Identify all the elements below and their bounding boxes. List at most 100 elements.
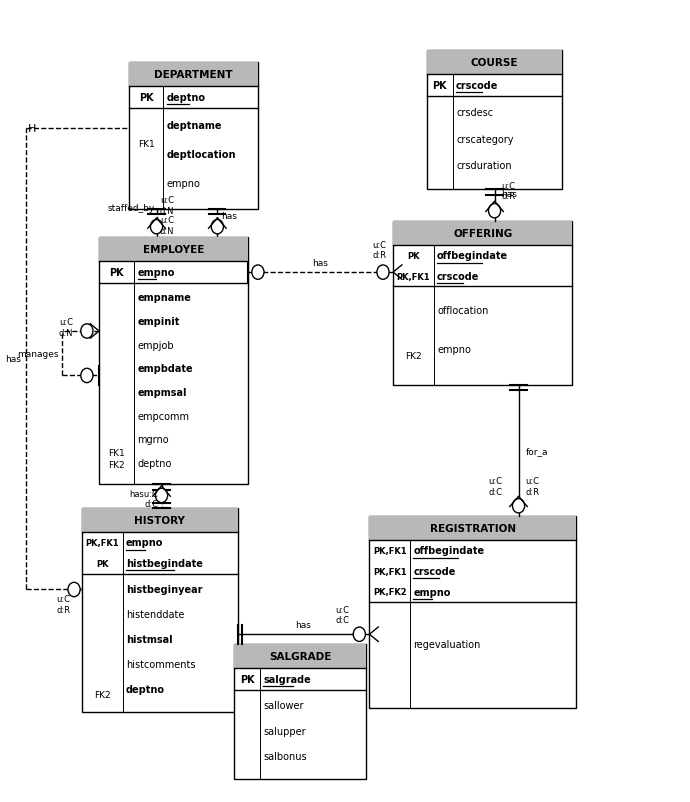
Text: u:C
d:N: u:C d:N (59, 318, 73, 338)
Text: sallower: sallower (264, 700, 304, 711)
Text: deptno: deptno (167, 92, 206, 103)
Text: PK: PK (109, 268, 124, 277)
Text: empbdate: empbdate (137, 364, 193, 374)
Text: empno: empno (137, 268, 175, 277)
Text: PK,FK1: PK,FK1 (373, 546, 406, 555)
Text: PK: PK (433, 81, 447, 91)
Bar (427, 51, 562, 75)
Text: histenddate: histenddate (126, 609, 184, 619)
Text: has: has (221, 212, 237, 221)
Text: salbonus: salbonus (264, 751, 307, 761)
Text: DEPARTMENT: DEPARTMENT (155, 70, 233, 79)
Bar (427, 51, 562, 190)
Text: histmsal: histmsal (126, 634, 172, 644)
Text: SALGRADE: SALGRADE (269, 651, 331, 661)
Text: histbeginyear: histbeginyear (126, 584, 203, 593)
Text: u:C
d:N: u:C d:N (160, 196, 175, 216)
Text: PK,FK1: PK,FK1 (86, 538, 119, 547)
Bar (369, 516, 575, 541)
Text: empno: empno (413, 587, 451, 597)
Text: PK,FK1: PK,FK1 (373, 567, 406, 576)
Text: histbegindate: histbegindate (126, 558, 203, 569)
Bar (235, 644, 366, 780)
Text: EMPLOYEE: EMPLOYEE (143, 245, 204, 255)
Text: has: has (295, 621, 311, 630)
Circle shape (81, 324, 93, 338)
Text: PK: PK (240, 674, 255, 684)
Text: empno: empno (126, 538, 164, 548)
Circle shape (211, 221, 224, 234)
Text: offbegindate: offbegindate (437, 251, 509, 261)
Text: OFFERING: OFFERING (453, 229, 513, 239)
Text: empinit: empinit (137, 317, 180, 326)
Text: mgrno: mgrno (137, 435, 169, 445)
Text: crscategory: crscategory (456, 135, 513, 144)
Text: salupper: salupper (264, 726, 306, 736)
Bar (82, 508, 237, 711)
Text: histcomments: histcomments (126, 659, 195, 669)
Bar (393, 222, 572, 245)
Circle shape (150, 221, 163, 234)
Text: crsdesc: crsdesc (456, 107, 493, 118)
Text: u:C
d:R: u:C d:R (525, 476, 540, 496)
Text: manages: manages (17, 350, 59, 358)
Text: empno: empno (437, 345, 471, 354)
Text: empname: empname (137, 293, 191, 303)
Text: salgrade: salgrade (264, 674, 311, 684)
Circle shape (377, 265, 389, 280)
Circle shape (489, 205, 501, 219)
Bar (130, 63, 258, 210)
Text: PK,FK2: PK,FK2 (373, 588, 406, 597)
Text: FK2: FK2 (405, 351, 422, 360)
Text: empno: empno (167, 179, 201, 188)
Text: PK: PK (96, 559, 109, 568)
Text: empmsal: empmsal (137, 387, 187, 398)
Text: crscode: crscode (413, 566, 456, 577)
Text: u:C
d:C: u:C d:C (335, 605, 350, 624)
Circle shape (252, 265, 264, 280)
Text: crscode: crscode (456, 81, 498, 91)
Text: FK2: FK2 (94, 691, 111, 699)
Text: FK1: FK1 (138, 140, 155, 148)
Text: staffed_by: staffed_by (107, 204, 155, 213)
Text: u:C
d:R: u:C d:R (57, 594, 70, 614)
Bar (99, 237, 248, 261)
Text: has: has (502, 189, 518, 198)
Bar (235, 644, 366, 668)
Text: for_a: for_a (525, 446, 548, 456)
Text: PK: PK (407, 252, 420, 261)
Text: H: H (28, 124, 37, 134)
Text: has: has (5, 354, 21, 364)
Bar (99, 237, 248, 484)
Circle shape (155, 488, 168, 503)
Circle shape (68, 582, 80, 597)
Text: PK: PK (139, 92, 154, 103)
Circle shape (81, 369, 93, 383)
Bar (130, 63, 258, 87)
Text: PK,FK1: PK,FK1 (397, 272, 431, 282)
Text: deptlocation: deptlocation (167, 150, 236, 160)
Text: hasu:C
d:C: hasu:C d:C (129, 489, 158, 508)
Text: FK1: FK1 (108, 448, 125, 457)
Bar (369, 516, 575, 707)
Text: empjob: empjob (137, 340, 174, 350)
Text: HISTORY: HISTORY (135, 516, 186, 525)
Text: deptno: deptno (137, 459, 172, 468)
Bar (82, 508, 237, 533)
Text: deptname: deptname (167, 121, 222, 131)
Text: REGISTRATION: REGISTRATION (429, 524, 515, 533)
Text: u:C
d:N: u:C d:N (160, 216, 175, 236)
Text: regevaluation: regevaluation (413, 639, 481, 650)
Circle shape (353, 627, 366, 642)
Text: u:C
d:R: u:C d:R (373, 241, 386, 260)
Text: crsduration: crsduration (456, 161, 512, 171)
Bar (393, 222, 572, 385)
Text: offbegindate: offbegindate (413, 545, 484, 556)
Text: offlocation: offlocation (437, 306, 489, 316)
Text: empcomm: empcomm (137, 411, 190, 421)
Text: has: has (313, 259, 328, 268)
Text: COURSE: COURSE (471, 58, 518, 67)
Text: u:C
d:C: u:C d:C (488, 476, 502, 496)
Text: u:C
d:R: u:C d:R (502, 182, 515, 201)
Text: FK2: FK2 (108, 460, 125, 469)
